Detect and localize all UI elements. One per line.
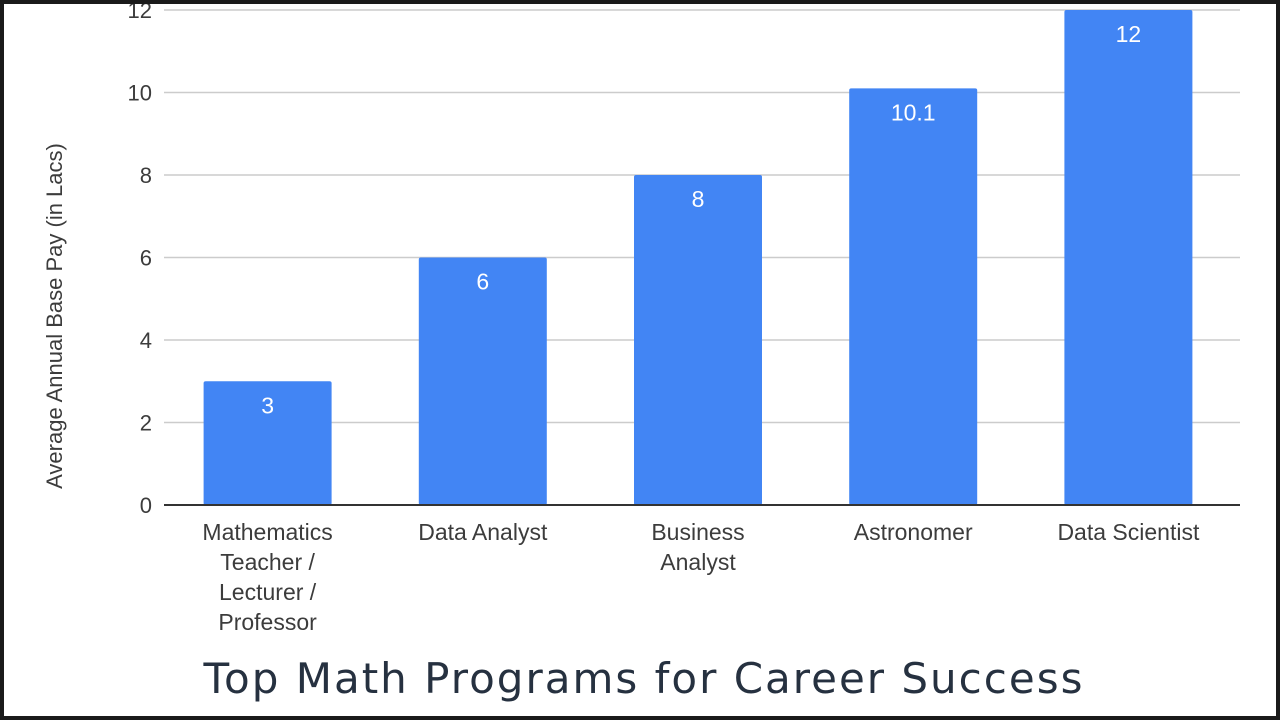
x-tick-label: Data Scientist — [1057, 519, 1200, 545]
bar — [1064, 10, 1193, 505]
y-tick-label: 10 — [128, 81, 152, 106]
bar — [634, 175, 762, 505]
x-tick-label: Teacher / — [220, 549, 315, 575]
y-tick-label: 0 — [140, 493, 152, 518]
x-tick-label: Professor — [218, 609, 317, 635]
y-tick-label: 4 — [140, 328, 152, 353]
x-tick-label: Business — [651, 519, 744, 545]
bar — [203, 381, 332, 505]
y-tick-label: 2 — [140, 411, 152, 436]
data-label: 3 — [261, 392, 274, 418]
x-tick-label: Astronomer — [854, 519, 973, 545]
y-tick-label: 8 — [140, 163, 152, 188]
y-tick-label: 6 — [140, 246, 152, 271]
y-axis-title: Average Annual Base Pay (in Lacs) — [42, 143, 67, 489]
y-tick-label: 12 — [128, 4, 152, 23]
bar — [418, 257, 547, 505]
bar — [849, 88, 978, 505]
x-tick-label: Data Analyst — [418, 519, 548, 545]
x-tick-label: Mathematics — [202, 519, 332, 545]
data-label: 12 — [1116, 21, 1142, 47]
x-tick-label: Lecturer / — [219, 579, 317, 605]
data-label: 8 — [692, 186, 705, 212]
x-tick-label: Analyst — [660, 549, 736, 575]
chart-caption: Top Math Programs for Career Success — [203, 654, 1085, 703]
bar-chart: 0 2 4 6 8 10 12 3 Mathematics Teacher / Lecturer /… — [42, 4, 1240, 635]
data-label: 6 — [476, 269, 489, 295]
data-label: 10.1 — [891, 99, 936, 125]
